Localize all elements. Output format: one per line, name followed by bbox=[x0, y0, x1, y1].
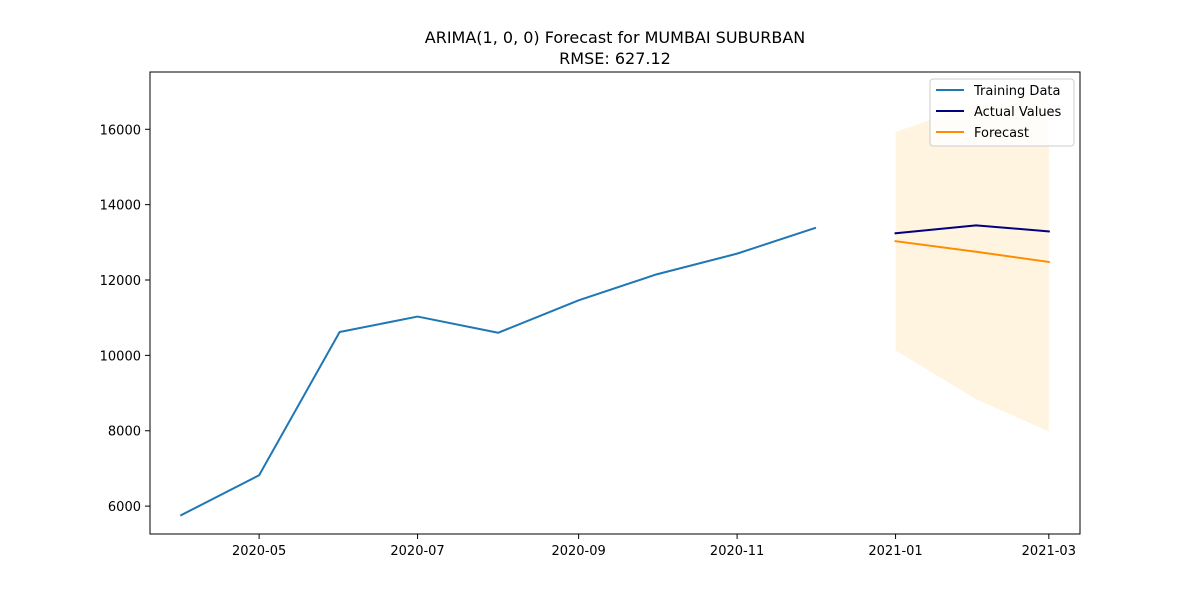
chart-title: ARIMA(1, 0, 0) Forecast for MUMBAI SUBUR… bbox=[425, 28, 805, 47]
x-axis: 2020-05 2020-07 2020-09 2020-11 2021-01 2021-… bbox=[232, 534, 1076, 559]
series-layer bbox=[179, 224, 1050, 517]
legend: Training Data Actual Values Forecast bbox=[929, 78, 1075, 147]
series-line-training-data bbox=[179, 226, 817, 517]
x-tick-label: 2020-05 bbox=[232, 544, 286, 559]
y-tick-label: 16000 bbox=[100, 123, 141, 138]
x-tick-label: 2021-01 bbox=[868, 544, 922, 559]
x-tick-label: 2020-11 bbox=[710, 544, 764, 559]
y-tick-label: 10000 bbox=[100, 349, 141, 364]
y-tick-label: 6000 bbox=[108, 500, 141, 515]
legend-label-training-data: Training Data bbox=[973, 84, 1060, 99]
x-tick-label: 2020-09 bbox=[551, 544, 605, 559]
series-line-actual-values bbox=[894, 224, 1050, 235]
y-tick-label: 12000 bbox=[100, 274, 141, 289]
confidence-band bbox=[895, 92, 1049, 432]
y-tick-label: 8000 bbox=[108, 425, 141, 440]
plot-frame bbox=[149, 71, 1081, 535]
y-tick-label: 14000 bbox=[100, 199, 141, 214]
chart-subtitle: RMSE: 627.12 bbox=[559, 49, 671, 68]
confidence-band-layer bbox=[895, 92, 1049, 432]
legend-box bbox=[929, 78, 1075, 147]
series-line-forecast bbox=[894, 240, 1050, 264]
x-tick-label: 2021-03 bbox=[1022, 544, 1076, 559]
legend-label-forecast: Forecast bbox=[974, 126, 1029, 141]
x-tick-label: 2020-07 bbox=[390, 544, 444, 559]
y-axis: 6000 8000 10000 12000 14000 16000 bbox=[100, 123, 150, 515]
legend-label-actual-values: Actual Values bbox=[974, 105, 1062, 120]
